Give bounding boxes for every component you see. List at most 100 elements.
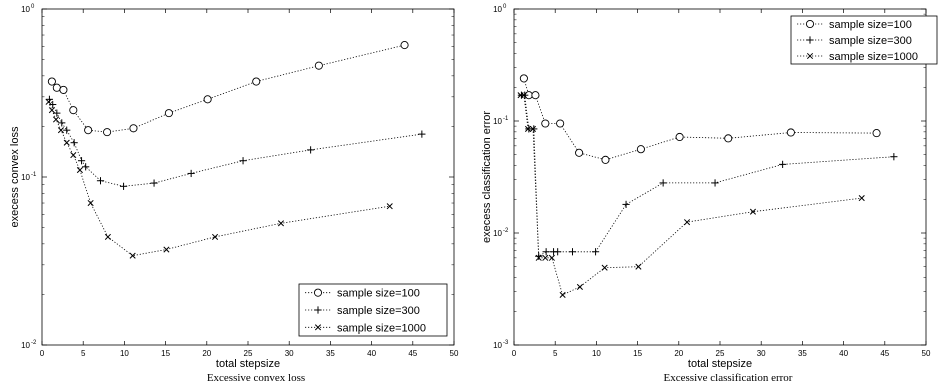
- data-point: [872, 129, 881, 138]
- cross-b: [57, 127, 65, 134]
- data-point: [554, 248, 562, 256]
- cross-b: [104, 233, 111, 240]
- cross-b: [87, 199, 94, 207]
- data-point: [70, 139, 78, 147]
- y-tick-label: 10: [21, 5, 30, 14]
- legend-marker: [313, 288, 323, 297]
- data-point: [575, 148, 584, 157]
- y-tick-exponent: -1: [503, 116, 509, 122]
- x-tick-label: 45: [408, 349, 417, 358]
- x-tick-label: 35: [326, 349, 335, 358]
- data-point: [203, 95, 212, 104]
- series-line: [523, 78, 877, 161]
- legend-entry: sample size=1000: [829, 51, 918, 63]
- cross-b: [548, 254, 555, 261]
- x-tick-label: 5: [553, 349, 558, 358]
- x-tick-label: 10: [120, 349, 129, 358]
- data-point: [418, 130, 426, 138]
- data-point: [559, 291, 566, 298]
- cross-b: [858, 195, 865, 202]
- x-tick-label: 5: [81, 349, 86, 358]
- series-line: [520, 94, 862, 296]
- data-point: [711, 179, 719, 187]
- legend: sample size=100 sample size=300 sample siz…: [790, 15, 938, 65]
- data-point: [524, 125, 532, 132]
- data-point: [239, 157, 247, 165]
- data-point: [636, 145, 645, 154]
- series-line: [51, 44, 405, 133]
- data-point: [529, 125, 537, 132]
- series-plus: [517, 91, 898, 260]
- y-tick-exponent: -1: [31, 172, 37, 178]
- data-point: [530, 125, 538, 133]
- x-tick-label: 50: [450, 349, 459, 358]
- data-point: [87, 199, 94, 207]
- data-point: [556, 119, 565, 128]
- data-point: [400, 41, 409, 50]
- y-tick-exponent: -2: [503, 228, 509, 234]
- data-point: [59, 85, 68, 94]
- data-point: [576, 283, 583, 290]
- y-tick-exponent: 0: [503, 4, 507, 10]
- data-point: [57, 127, 65, 134]
- data-point: [49, 100, 57, 109]
- series-line: [48, 101, 390, 257]
- data-point: [548, 254, 555, 261]
- data-point: [542, 254, 549, 261]
- data-point: [163, 246, 170, 253]
- data-point: [48, 107, 55, 114]
- data-point: [535, 254, 542, 261]
- x-tick-label: 50: [922, 349, 931, 358]
- cross-b: [163, 246, 170, 253]
- data-point: [520, 92, 527, 99]
- cross-b: [52, 116, 60, 123]
- data-point: [531, 91, 540, 100]
- data-point: [635, 263, 642, 270]
- legend-marker: [805, 19, 815, 29]
- data-point: [314, 61, 323, 70]
- legend-marker: [806, 36, 814, 44]
- cross-b: [683, 219, 691, 226]
- data-point: [45, 95, 54, 103]
- y-axis-label: execess convex loss: [9, 126, 21, 227]
- cross-b: [601, 264, 608, 271]
- series-plus: [45, 95, 426, 190]
- cross-b: [129, 252, 136, 259]
- series-line: [521, 94, 894, 257]
- data-point: [77, 157, 86, 165]
- data-point: [568, 248, 577, 256]
- data-point: [69, 106, 78, 115]
- data-point: [119, 182, 128, 190]
- x-axis-label: total stepsize: [688, 358, 752, 370]
- cross-b: [520, 92, 527, 99]
- cross-b: [48, 107, 55, 114]
- x-tick-label: 20: [674, 349, 683, 358]
- data-point: [187, 169, 195, 178]
- x-tick-label: 25: [244, 349, 253, 358]
- y-tick-label: 10: [493, 117, 502, 126]
- legend-entry: sample size=300: [337, 305, 420, 317]
- y-tick-label: 10: [21, 341, 30, 350]
- data-point: [521, 91, 529, 99]
- x-tick-label: 40: [367, 349, 376, 358]
- data-point: [103, 128, 112, 137]
- legend-entry: sample size=1000: [337, 322, 426, 334]
- x-tick-label: 35: [798, 349, 807, 358]
- data-point: [307, 146, 315, 154]
- cross-b: [277, 220, 285, 227]
- cross-b: [806, 52, 814, 60]
- y-tick-label: 10: [493, 229, 502, 238]
- cross-b: [529, 125, 537, 132]
- data-point: [779, 160, 787, 168]
- y-tick-exponent: 0: [31, 4, 35, 10]
- data-point: [601, 264, 608, 271]
- cross-b: [76, 166, 83, 174]
- x-tick-label: 25: [716, 349, 725, 358]
- data-point: [53, 109, 61, 117]
- x-tick-label: 40: [839, 349, 848, 358]
- data-point: [63, 126, 71, 134]
- cross-b: [559, 291, 566, 298]
- cross-b: [749, 208, 757, 215]
- legend-marker: [314, 306, 322, 314]
